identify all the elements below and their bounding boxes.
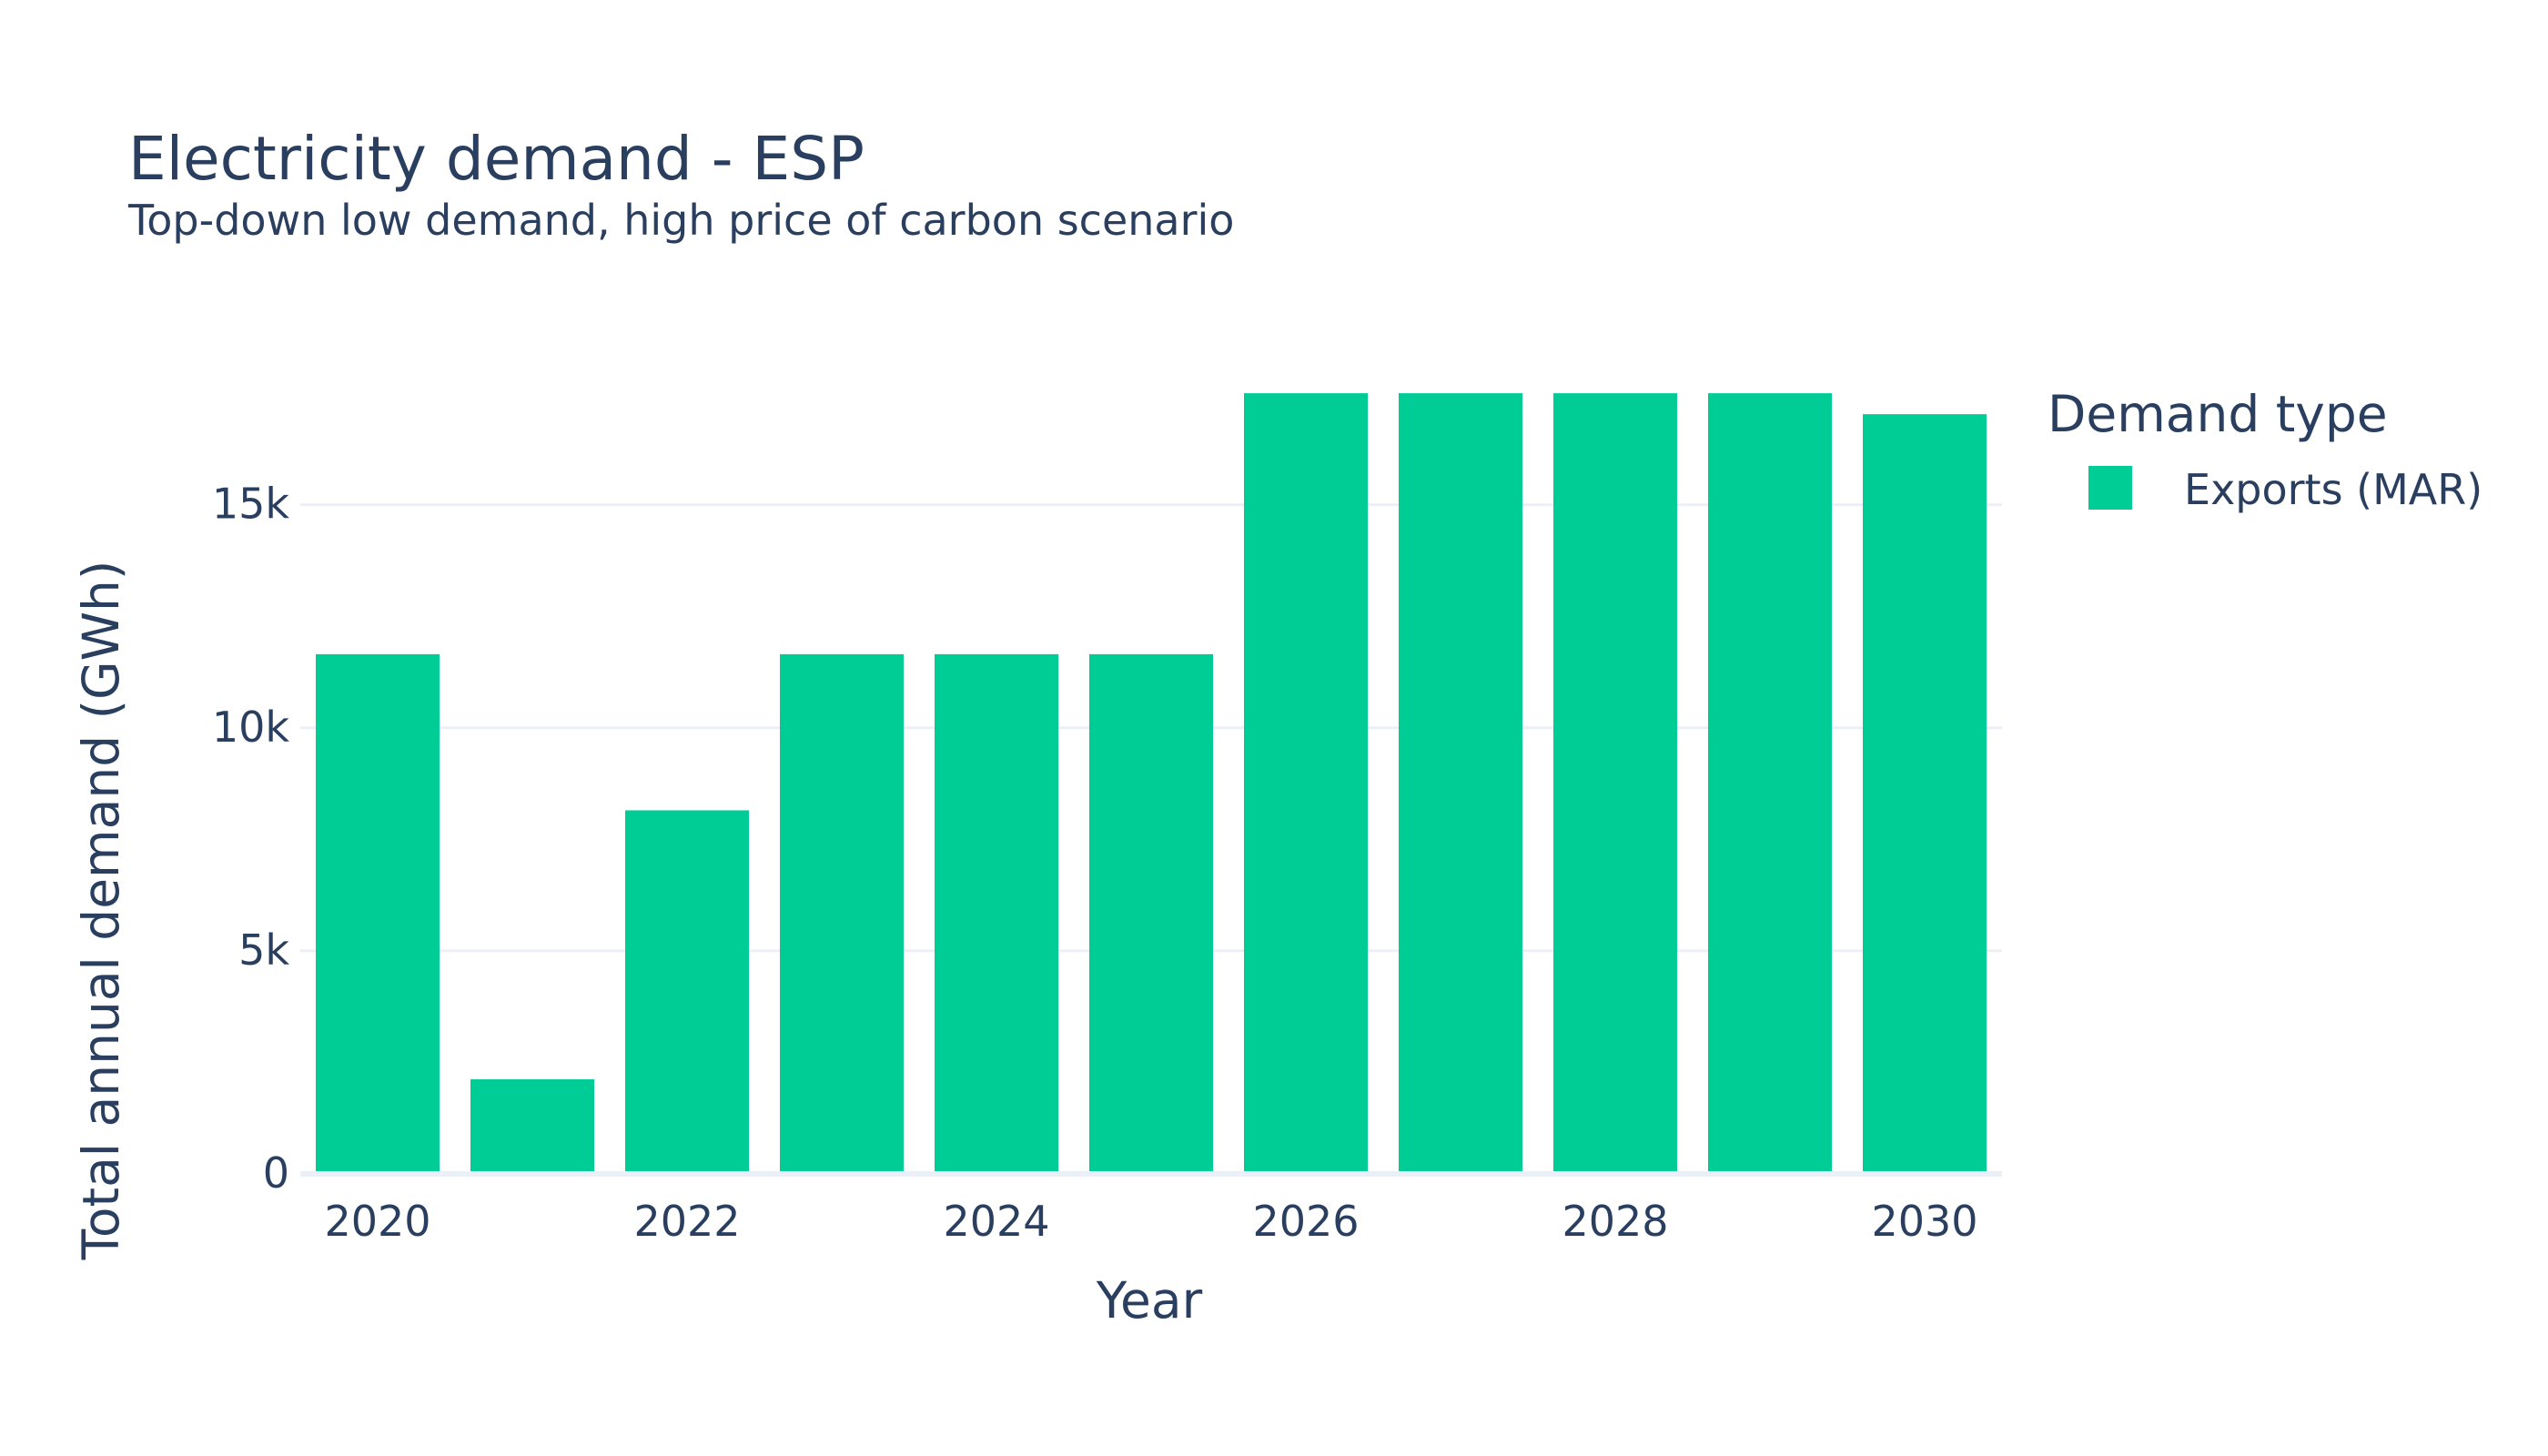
x-tick-label: 2026 [1252, 1197, 1359, 1246]
y-tick-labels: 0 5k 10k 15k [212, 480, 290, 1198]
x-tick-label: 2022 [633, 1197, 740, 1246]
bar[interactable] [1863, 414, 1987, 1174]
bar[interactable] [316, 653, 440, 1174]
y-axis-label: Total annual demand (GWh) [72, 561, 130, 1261]
y-tick-label: 10k [212, 703, 290, 752]
bar[interactable] [1089, 653, 1213, 1174]
legend-swatch [2088, 466, 2132, 510]
bar[interactable] [1708, 393, 1832, 1174]
x-tick-label: 2028 [1562, 1197, 1668, 1246]
bars [316, 393, 1987, 1174]
x-tick-label: 2020 [324, 1197, 430, 1246]
bar[interactable] [780, 653, 904, 1174]
x-axis-label: Year [1096, 1271, 1203, 1330]
x-tick-label: 2024 [943, 1197, 1049, 1246]
bar[interactable] [1399, 393, 1522, 1174]
bar[interactable] [470, 1079, 594, 1174]
bar[interactable] [1244, 393, 1368, 1174]
x-tick-label: 2030 [1871, 1197, 1977, 1246]
legend-item-label: Exports (MAR) [2184, 465, 2482, 514]
y-tick-label: 15k [212, 480, 290, 529]
y-tick-label: 0 [263, 1148, 289, 1198]
x-tick-labels: 2020 2022 2024 2026 2028 2030 [324, 1197, 1977, 1246]
chart-subtitle: Top-down low demand, high price of carbo… [127, 196, 1234, 245]
bar[interactable] [625, 810, 749, 1174]
bar[interactable] [1553, 393, 1677, 1174]
legend-title: Demand type [2048, 385, 2388, 443]
legend[interactable]: Demand type Exports (MAR) [2048, 385, 2482, 514]
y-tick-label: 5k [238, 925, 289, 975]
chart-title: Electricity demand - ESP [128, 124, 864, 194]
bar[interactable] [935, 653, 1058, 1174]
